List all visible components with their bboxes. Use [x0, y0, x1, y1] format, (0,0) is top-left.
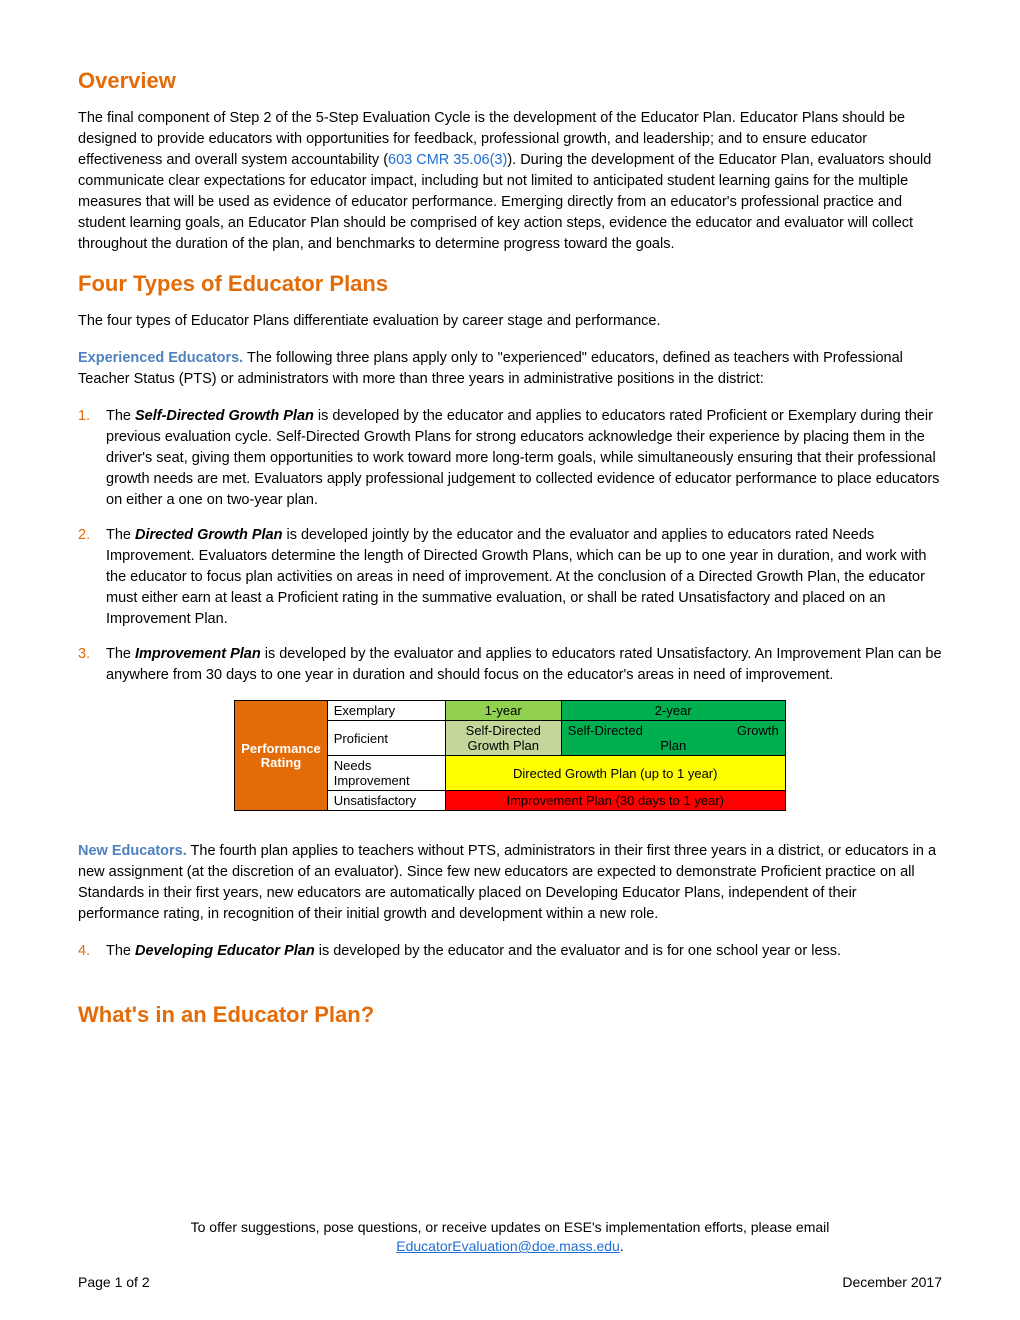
plan-list: The Self-Directed Growth Plan is develop… — [78, 406, 942, 686]
rating-needs-improvement: Needs Improvement — [327, 756, 445, 791]
cell-self-directed-2y: Self-Directed Growth Plan — [561, 721, 785, 756]
footer-meta: Page 1 of 2 December 2017 — [78, 1274, 942, 1290]
new-educators-label: New Educators. — [78, 843, 187, 859]
four-types-intro: The four types of Educator Plans differe… — [78, 311, 942, 332]
four-types-heading: Four Types of Educator Plans — [78, 271, 942, 297]
plan-table-wrap: Performance Rating Exemplary 1-year 2-ye… — [78, 700, 942, 811]
contact-email-link[interactable]: EducatorEvaluation@doe.mass.edu — [396, 1238, 620, 1254]
experienced-label: Experienced Educators. — [78, 350, 243, 366]
list-item: The Developing Educator Plan is develope… — [78, 941, 942, 962]
item-post: is developed by the educator and the eva… — [315, 943, 841, 959]
new-educators-text: The fourth plan applies to teachers with… — [78, 843, 936, 922]
rating-unsatisfactory: Unsatisfactory — [327, 791, 445, 811]
table-row: Performance Rating Exemplary 1-year 2-ye… — [235, 701, 785, 721]
c2b: Growth — [737, 723, 779, 738]
c2a: Self-Directed — [568, 723, 643, 738]
list-item: The Improvement Plan is developed by the… — [78, 644, 942, 686]
page-footer: To offer suggestions, pose questions, or… — [78, 1218, 942, 1290]
plan-name: Developing Educator Plan — [135, 943, 315, 959]
cell-improvement: Improvement Plan (30 days to 1 year) — [445, 791, 785, 811]
cell-directed: Directed Growth Plan (up to 1 year) — [445, 756, 785, 791]
overview-heading: Overview — [78, 68, 942, 94]
regulation-link[interactable]: 603 CMR 35.06(3) — [388, 152, 507, 168]
footer-contact: To offer suggestions, pose questions, or… — [78, 1218, 942, 1256]
experienced-educators-para: Experienced Educators. The following thr… — [78, 348, 942, 390]
plan-table: Performance Rating Exemplary 1-year 2-ye… — [234, 700, 785, 811]
item-pre: The — [106, 943, 135, 959]
whats-in-heading: What's in an Educator Plan? — [78, 1002, 942, 1028]
overview-paragraph: The final component of Step 2 of the 5-S… — [78, 108, 942, 255]
list-item: The Self-Directed Growth Plan is develop… — [78, 406, 942, 511]
page-number: Page 1 of 2 — [78, 1274, 150, 1290]
plan-name: Self-Directed Growth Plan — [135, 408, 314, 424]
cell-self-directed-1y: Self-Directed Growth Plan — [445, 721, 561, 756]
rating-proficient: Proficient — [327, 721, 445, 756]
item-pre: The — [106, 646, 135, 662]
page-date: December 2017 — [842, 1274, 942, 1290]
plan-name: Directed Growth Plan — [135, 527, 282, 543]
cell-2year: 2-year — [561, 701, 785, 721]
contact-pre: To offer suggestions, pose questions, or… — [191, 1219, 830, 1235]
item-pre: The — [106, 527, 135, 543]
plan-name: Improvement Plan — [135, 646, 261, 662]
cell-1year: 1-year — [445, 701, 561, 721]
new-educators-para: New Educators. The fourth plan applies t… — [78, 841, 942, 925]
c2c: Plan — [568, 738, 779, 753]
rating-exemplary: Exemplary — [327, 701, 445, 721]
contact-post: . — [620, 1238, 624, 1254]
list-item: The Directed Growth Plan is developed jo… — [78, 525, 942, 630]
row-header-rating: Performance Rating — [235, 701, 327, 811]
item-pre: The — [106, 408, 135, 424]
plan-list-4: The Developing Educator Plan is develope… — [78, 941, 942, 962]
